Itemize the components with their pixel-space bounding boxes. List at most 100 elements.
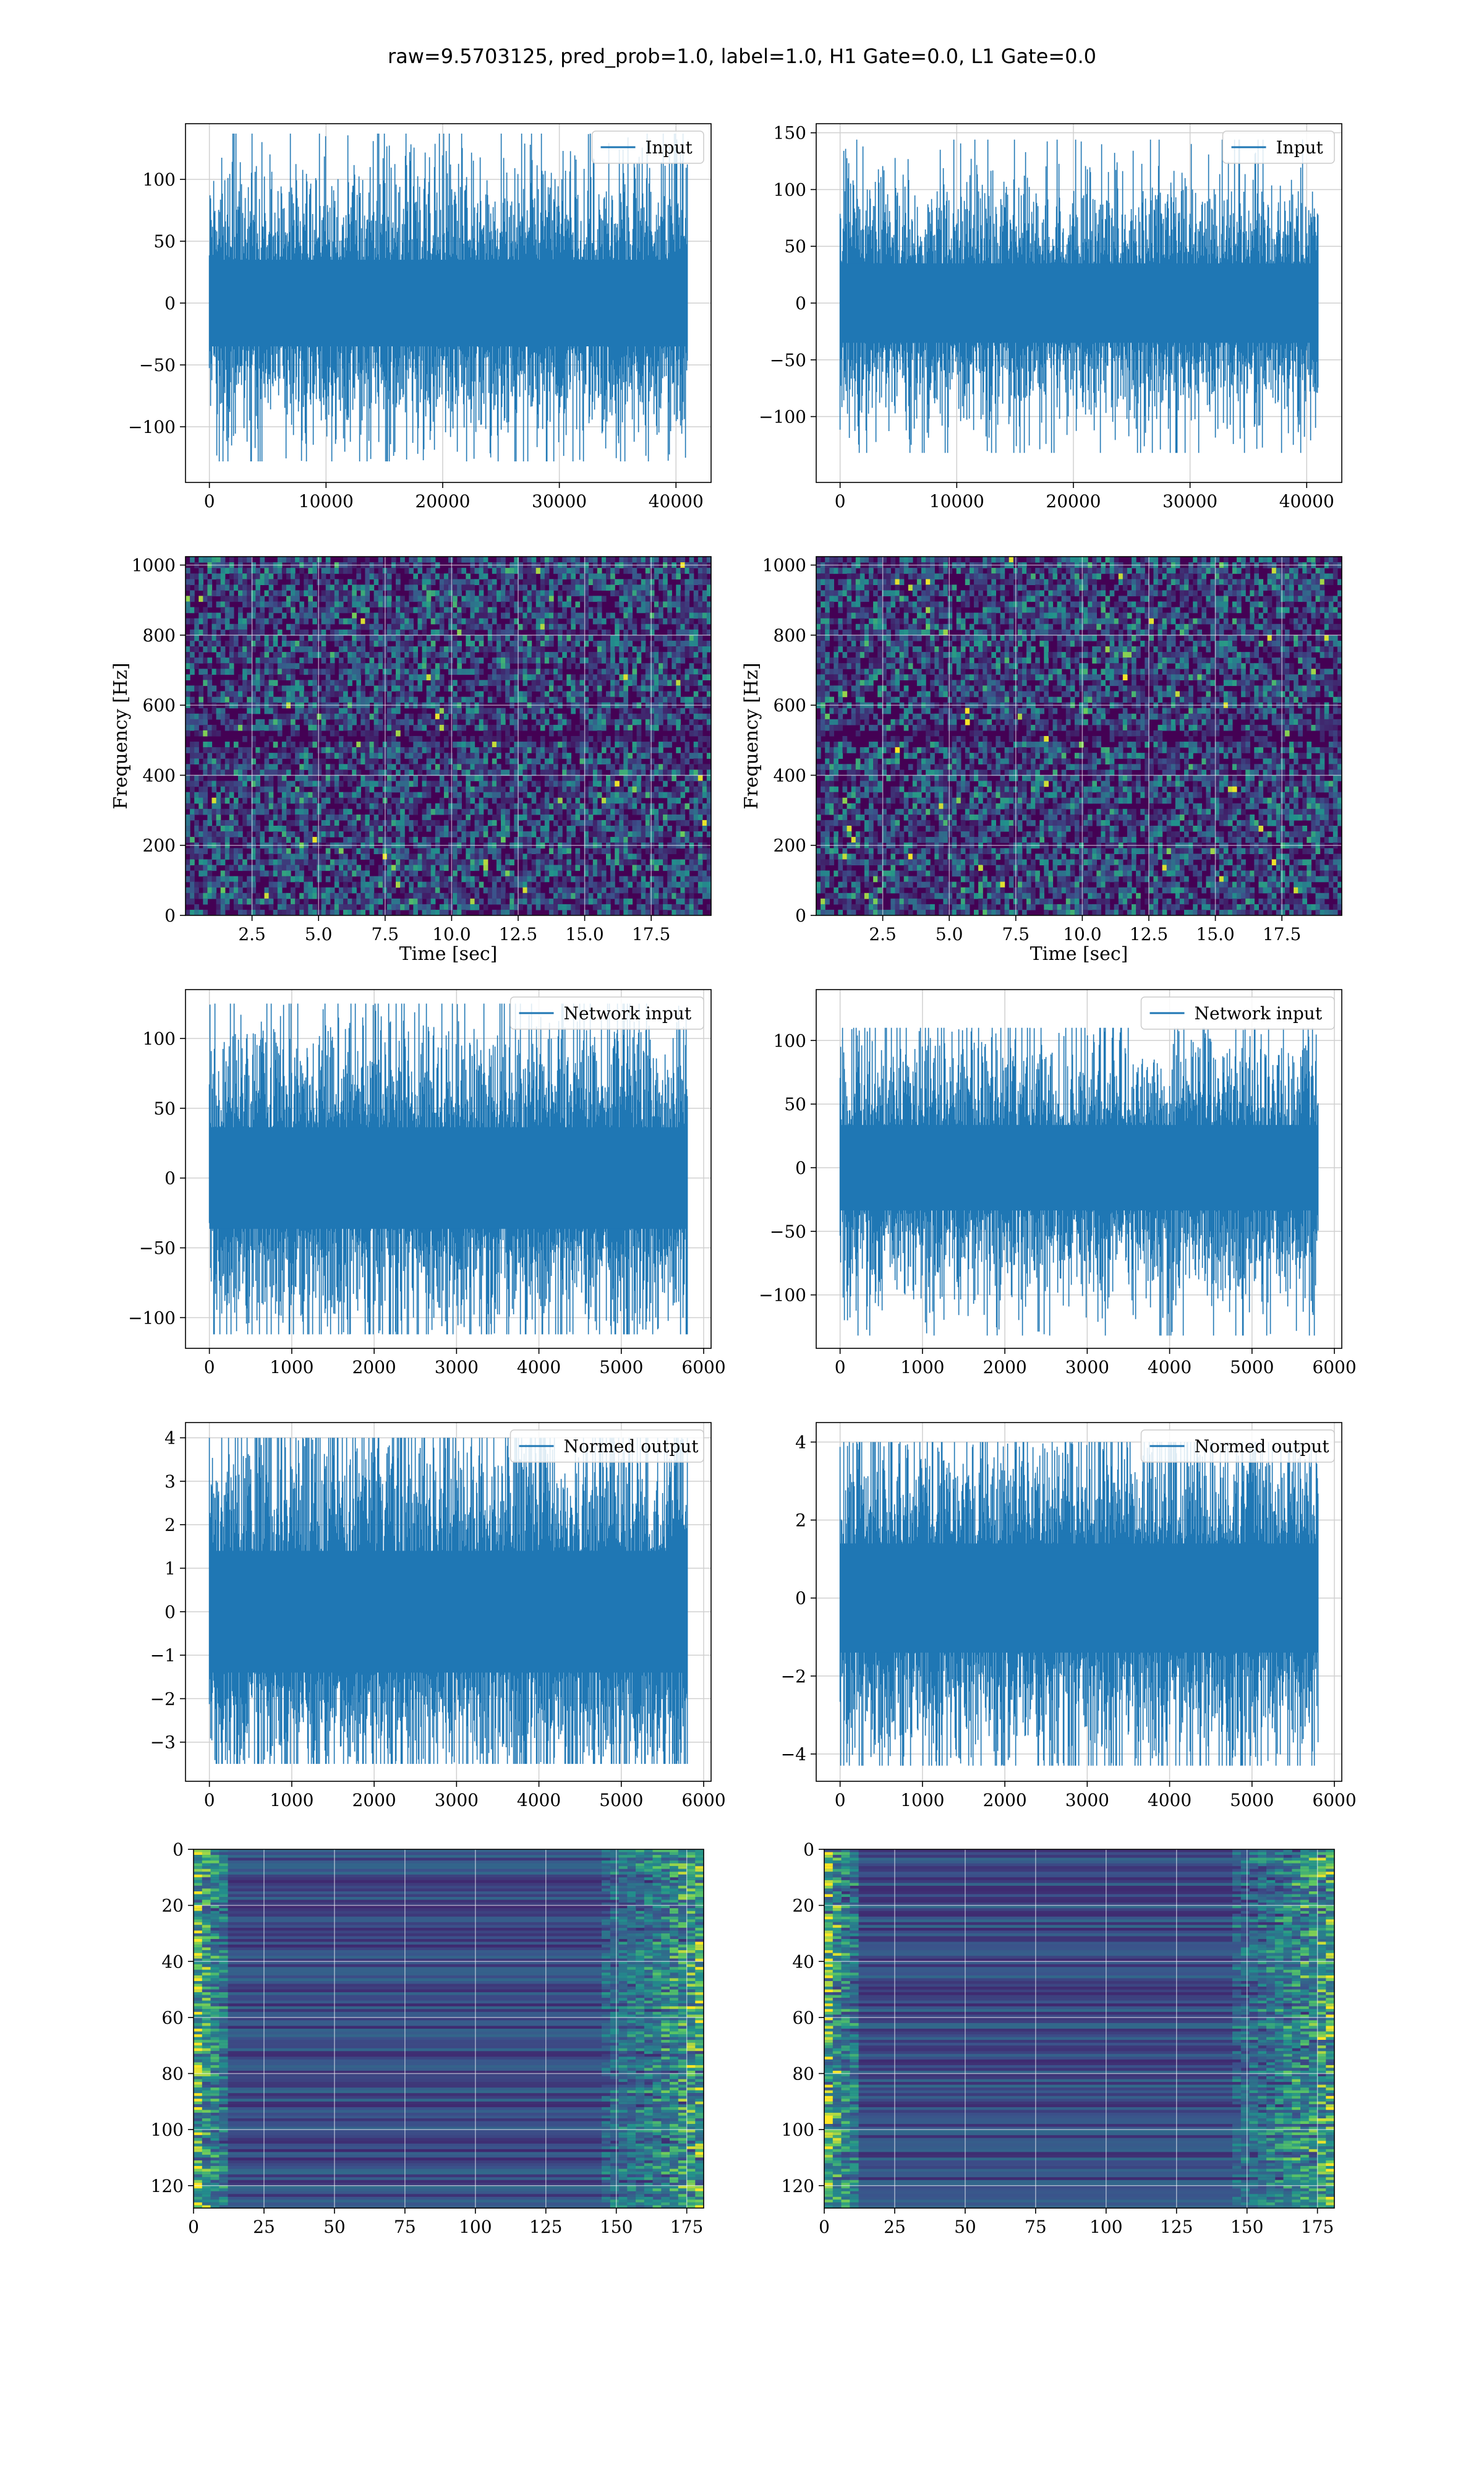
spectrogram-h1-cell: [304, 607, 309, 614]
spectrogram-h1-cell: [510, 758, 514, 764]
spectrogram-h1-cell: [645, 623, 650, 630]
spectrogram-h1-cell: [430, 652, 436, 658]
spectrogram-h1-cell: [391, 736, 396, 742]
spectrogram-h1-cell: [548, 775, 554, 782]
spectrogram-h1-cell: [386, 775, 392, 782]
spectrogram-h1-cell: [422, 713, 427, 720]
spectrogram-h1-cell: [190, 557, 195, 563]
spectrogram-h1-cell: [522, 691, 528, 698]
spectrogram-h1-cell: [632, 870, 638, 877]
spectrogram-h1-cell: [540, 629, 545, 636]
spectrogram-h1-cell: [443, 859, 449, 866]
spectrogram-h1-cell: [645, 713, 650, 720]
spectrogram-h1-cell: [483, 747, 488, 753]
spectrogram-h1-cell: [238, 904, 243, 910]
spectrogram-h1-cell: [435, 601, 440, 608]
spectrogram-h1-cell: [632, 568, 638, 574]
spectrogram-h1-cell: [203, 590, 208, 597]
spectrogram-h1-cell: [649, 876, 655, 883]
spectrogram-h1-cell: [224, 596, 230, 602]
spectrogram-h1-cell: [286, 568, 291, 574]
spectrogram-h1-cell: [312, 826, 318, 832]
spectrogram-h1-cell: [649, 892, 655, 899]
spectrogram-h1-cell: [470, 584, 475, 591]
spectrogram-h1-cell: [194, 742, 199, 748]
spectrogram-h1-cell: [378, 685, 383, 692]
spectrogram-h1-cell: [470, 618, 475, 625]
spectrogram-h1-cell: [413, 859, 418, 866]
spectrogram-h1-cell: [610, 859, 615, 866]
spectrogram-h1-cell: [566, 568, 571, 574]
spectrogram-h1-cell: [575, 854, 581, 860]
spectrogram-h1-cell: [273, 814, 278, 821]
spectrogram-h1-cell: [373, 691, 379, 698]
spectrogram-h1-cell: [645, 831, 650, 837]
spectrogram-h1-cell: [448, 803, 453, 810]
spectrogram-h1-cell: [299, 854, 304, 860]
spectrogram-h1-cell: [352, 887, 357, 894]
spectrogram-h1-cell: [553, 753, 558, 759]
spectrogram-h1-cell: [325, 685, 331, 692]
spectrogram-h1-cell: [540, 854, 545, 860]
spectrogram-h1-cell: [413, 758, 418, 764]
spectrogram-h1-cell: [216, 753, 221, 759]
spectrogram-h1-cell: [430, 685, 436, 692]
spectrogram-h1-cell: [330, 747, 335, 753]
spectrogram-h1-cell: [338, 854, 344, 860]
spectrogram-h1-cell: [553, 854, 558, 860]
spectrogram-h1-cell: [483, 753, 488, 759]
spectrogram-h1-cell: [430, 865, 436, 871]
spectrogram-h1-cell: [514, 724, 519, 731]
spectrogram-h1-cell: [352, 596, 357, 602]
spectrogram-h1-cell: [391, 629, 396, 636]
spectrogram-h1-cell: [588, 797, 594, 804]
spectrogram-h1-cell: [299, 826, 304, 832]
spectrogram-h1-cell: [404, 669, 409, 675]
spectrogram-h1-cell: [443, 848, 449, 854]
spectrogram-h1-cell: [404, 904, 409, 910]
spectrogram-h1-cell: [527, 898, 532, 905]
spectrogram-h1-cell: [601, 904, 607, 910]
spectrogram-h1-cell: [186, 781, 190, 787]
input-h1-ytick-label: −50: [139, 355, 176, 375]
spectrogram-h1-cell: [649, 898, 655, 905]
spectrogram-h1-cell: [211, 803, 217, 810]
spectrogram-h1-cell: [224, 691, 230, 698]
spectrogram-h1-cell: [255, 769, 260, 776]
spectrogram-h1-cell: [343, 680, 348, 687]
spectrogram-h1-cell: [247, 808, 252, 815]
spectrogram-h1-cell: [518, 657, 523, 664]
spectrogram-h1-cell: [426, 652, 432, 658]
spectrogram-h1-cell: [610, 635, 615, 641]
spectrogram-h1-cell: [623, 909, 628, 915]
spectrogram-h1-cell: [220, 713, 226, 720]
spectrogram-h1-cell: [558, 803, 563, 810]
spectrogram-h1-cell: [396, 669, 401, 675]
spectrogram-h1-cell: [448, 786, 453, 793]
spectrogram-h1-cell: [365, 696, 370, 703]
spectrogram-h1-cell: [610, 612, 615, 619]
spectrogram-h1-cell: [522, 607, 528, 614]
spectrogram-h1-cell: [571, 814, 576, 821]
spectrogram-h1-cell: [308, 557, 313, 563]
spectrogram-h1-cell: [334, 730, 339, 737]
spectrogram-h1-cell: [312, 742, 318, 748]
spectrogram-h1-cell: [606, 859, 611, 866]
spectrogram-h1-cell: [216, 584, 221, 591]
spectrogram-h1-cell: [396, 826, 401, 832]
spectrogram-h1-cell: [443, 635, 449, 641]
spectrogram-h1-cell: [255, 808, 260, 815]
spectrogram-h1-cell: [571, 803, 576, 810]
spectrogram-h1-cell: [338, 618, 344, 625]
spectrogram-h1-cell: [426, 753, 432, 759]
spectrogram-h1-cell: [562, 781, 567, 787]
spectrogram-h1-cell: [260, 629, 265, 636]
spectrogram-h1-cell: [365, 730, 370, 737]
spectrogram-h1-cell: [522, 568, 528, 574]
spectrogram-h1-cell: [281, 876, 287, 883]
spectrogram-h1-cell: [457, 742, 462, 748]
spectrogram-h1-cell: [391, 747, 396, 753]
spectrogram-h1-cell: [522, 713, 528, 720]
spectrogram-h1-cell: [435, 837, 440, 843]
spectrogram-h1-cell: [220, 892, 226, 899]
